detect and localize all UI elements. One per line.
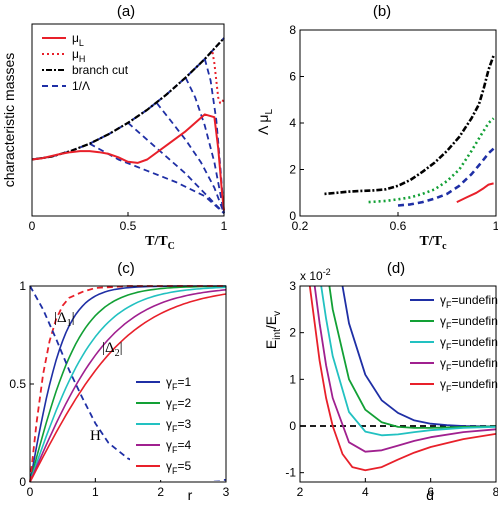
panel-a-legend-label-0: μL [72, 31, 84, 48]
panel-d-xtick-label: 2 [297, 485, 304, 499]
panel-b-xtick-label: 0.2 [292, 219, 309, 233]
panel-a-legend-label-1: μH [72, 47, 85, 64]
panel-d-legend-label-4: γF=undefined [440, 377, 498, 394]
panel-c-annot-delta2: |Δ2| [102, 340, 123, 359]
panel-d-frame [299, 285, 497, 483]
panel-d-legend-label-3: γF=undefined [440, 356, 498, 373]
panel-b-ytick-label: 4 [289, 116, 296, 130]
panel-d-xlabel: d [426, 487, 434, 503]
panel-b-label: (b) [373, 3, 391, 20]
panel-d-series-0 [341, 286, 496, 428]
panel-d-legend-label-2: γF=undefined [440, 335, 498, 352]
panel-c: (c) 0 1 2 3 0 0.5 1 r |Δ1| |Δ2| H γF=1 γF=2 γF=3… [9, 260, 229, 503]
panel-a-blue-branch-3 [184, 77, 225, 214]
panel-b-ytick-label: 0 [289, 209, 296, 223]
panel-c-ticks: 0 1 2 3 0 0.5 1 [9, 279, 229, 499]
panel-a-series-1 [211, 52, 225, 105]
panel-b-series-1 [368, 117, 495, 204]
panel-c-ytick-label: 0.5 [9, 377, 26, 391]
panel-a-label: (a) [117, 3, 135, 20]
panel-c-legend-label-4: γF=5 [166, 459, 192, 476]
panel-c-dashed-1 [29, 285, 227, 481]
panel-d-ytick-label: 3 [289, 279, 296, 293]
panel-b-plot-area [324, 55, 495, 207]
panel-a-xlabel: T/TC [145, 234, 175, 252]
panel-d-ytick-label: 0 [289, 419, 296, 433]
panel-c-xtick-label: 1 [92, 485, 99, 499]
panel-a-xtick-label: 1 [221, 219, 228, 233]
panel-b-frame [299, 29, 497, 217]
panel-b-xtick-label: 1 [493, 219, 498, 233]
panel-d-label: (d) [387, 260, 405, 277]
panel-c-legend-label-2: γF=3 [166, 417, 192, 434]
panel-d-xtick-label: 6 [427, 485, 434, 499]
panel-c-series-2 [29, 286, 227, 483]
panel-b-xtick-label: 0.6 [390, 219, 407, 233]
panel-d: (d) 2 4 6 8 -1 0 1 2 3 Eint/Ev x 10-2 d γF=undef… [263, 260, 498, 503]
panel-d-xtick-label: 8 [493, 485, 498, 499]
panel-c-dashed-0 [29, 285, 226, 483]
panel-b-ytick-label: 8 [289, 23, 296, 37]
panel-b-ticks: 0.2 0.6 1 0 2 4 6 8 [289, 23, 498, 233]
panel-b-series-0 [324, 55, 495, 196]
panel-a-xtick-label: 0.5 [120, 219, 137, 233]
panel-a-blue-branch-1 [127, 122, 225, 214]
panel-a-series-0 [31, 113, 225, 211]
panel-d-legend-label-1: γF=undefined [440, 314, 498, 331]
panel-c-legend: γF=1 γF=2 γF=3 γF=4 γF=5 [130, 368, 222, 480]
panel-d-ytick-label: 2 [289, 326, 296, 340]
panel-a-plot-area [31, 37, 225, 214]
panel-d-ytick-label: 1 [289, 372, 296, 386]
panel-c-series-4 [29, 293, 227, 483]
panel-d-series-1 [328, 286, 496, 429]
panel-c-ytick-label: 0 [19, 475, 26, 489]
panel-d-ytick-label: -1 [285, 466, 296, 480]
panel-c-xtick-label: 0 [27, 485, 34, 499]
panel-c-annot-h: H [90, 428, 101, 444]
panel-c-series-3 [29, 289, 227, 483]
panel-b-xlabel: T/Tc [419, 234, 447, 252]
panel-b-series-3 [456, 182, 494, 204]
panel-b: (b) 0.2 0.6 1 0 2 4 6 8 Λ μL T/Tc [255, 3, 498, 252]
panel-a-legend-label-3: 1/Λ [72, 79, 90, 93]
panel-b-ytick-label: 6 [289, 70, 296, 84]
panel-d-series-2 [320, 286, 496, 437]
panel-c-legend-label-3: γF=4 [166, 438, 192, 455]
panel-a-legend-label-2: branch cut [72, 63, 129, 77]
panel-c-series-1 [29, 285, 226, 483]
panel-a-blue-branch-0 [89, 142, 225, 214]
panel-a-ticks: 0 0.5 1 [29, 212, 228, 233]
panel-d-series-3 [313, 286, 496, 453]
panel-c-annot-delta1: |Δ1| [54, 310, 75, 329]
panel-b-ytick-label: 2 [289, 163, 296, 177]
panel-d-legend-label-0: γF=undefined [440, 293, 498, 310]
panel-d-series-4 [308, 286, 496, 472]
panel-d-exponent: x 10-2 [300, 267, 331, 283]
panel-c-legend-label-0: γF=1 [166, 375, 192, 392]
panel-c-xtick-label: 3 [223, 485, 230, 499]
panel-c-xtick-label: 2 [157, 485, 164, 499]
panel-d-legend: γF=undefined γF=undefined γF=undefined γF=u… [410, 293, 498, 394]
panel-a-blue-branch-2 [156, 102, 225, 214]
panel-b-ylabel: Λ μL [255, 109, 275, 136]
panel-c-legend-label-1: γF=2 [166, 396, 192, 413]
panel-c-plot-area [29, 285, 227, 483]
panel-a: (a) 0 0.5 1 characteristic masses T/TC μLμ… [1, 3, 228, 252]
panel-a-xtick-label: 0 [29, 219, 36, 233]
panel-b-series-2 [397, 147, 495, 207]
panel-a-ylabel: characteristic masses [1, 53, 17, 188]
panel-c-label: (c) [117, 260, 135, 277]
panel-d-ticks: 2 4 6 8 -1 0 1 2 3 [285, 279, 498, 499]
panel-a-frame [31, 23, 225, 217]
panel-d-xtick-label: 4 [362, 485, 369, 499]
panel-c-ytick-label: 1 [19, 279, 26, 293]
panel-c-xlabel: r [188, 487, 193, 503]
panel-d-plot-area [300, 286, 496, 472]
panel-d-ylabel: Eint/Ev [263, 311, 283, 349]
